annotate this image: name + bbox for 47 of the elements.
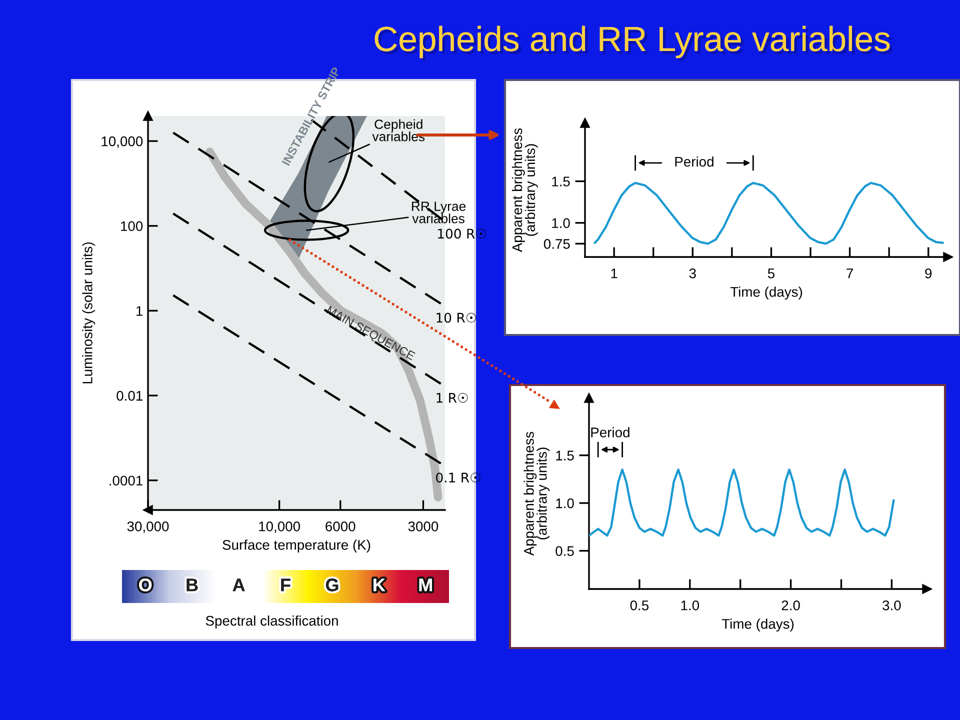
x-tick-label: 3000 — [408, 521, 438, 532]
annotation: Period — [675, 156, 714, 167]
y-tick-label: 0.01 — [116, 390, 142, 401]
x-tick-label: 3 — [689, 268, 696, 278]
x-tick-label: 7 — [846, 268, 853, 278]
y-tick-label: 1.5 — [556, 450, 574, 460]
text: Spectral classification — [206, 616, 338, 628]
text: G — [326, 578, 338, 592]
y-tick-label: 10,000 — [102, 136, 143, 148]
annotation: Cepheid variables — [372, 119, 425, 142]
text: F — [281, 578, 290, 592]
x-axis-title: Time (days) — [730, 286, 802, 300]
text: Cepheids and RR Lyrae variables — [374, 26, 892, 61]
annotation: Period — [591, 427, 630, 438]
y-tick-label: 0.75 — [544, 239, 570, 249]
y-axis-title: Apparent brightness (arbitrary units) — [524, 432, 550, 556]
text: O — [139, 578, 152, 592]
x-tick-label: 9 — [925, 268, 932, 278]
x-tick-label: 10,000 — [259, 521, 300, 533]
x-tick-label: 1.0 — [681, 600, 700, 610]
line-series — [594, 182, 944, 245]
y-axis-title: Apparent brightness (arbitrary units) — [512, 128, 538, 252]
y-axis-title: Luminosity (solar units) — [82, 242, 96, 384]
line-series — [589, 468, 895, 537]
text: B — [186, 578, 198, 592]
y-tick-label: 1.0 — [552, 218, 570, 228]
y-tick-label: 1.0 — [556, 498, 574, 508]
text: K — [374, 578, 386, 592]
x-axis-title: Time (days) — [722, 618, 794, 632]
y-tick-label: 100 — [121, 221, 143, 232]
y-tick-label: 1.5 — [552, 176, 570, 186]
x-tick-label: 1 — [611, 268, 618, 278]
x-tick-label: 5 — [768, 268, 774, 278]
x-tick-label: 0.5 — [630, 600, 649, 610]
series-label: 10 R☉ — [436, 312, 476, 323]
y-tick-label: 1 — [136, 306, 142, 316]
x-axis-title: Surface temperature (K) — [222, 540, 370, 553]
annotation: RR Lyrae variables — [412, 202, 466, 224]
x-tick-label: 3.0 — [882, 600, 901, 610]
x-tick-label: 6000 — [326, 521, 356, 532]
y-tick-label: .0001 — [110, 476, 142, 486]
series-label: 1 R☉ — [436, 392, 468, 403]
x-tick-label: 2.0 — [782, 600, 800, 610]
text: M — [419, 578, 432, 592]
text: A — [232, 578, 245, 592]
x-tick-label: 30,000 — [127, 521, 169, 533]
y-tick-label: 0.5 — [556, 546, 574, 556]
